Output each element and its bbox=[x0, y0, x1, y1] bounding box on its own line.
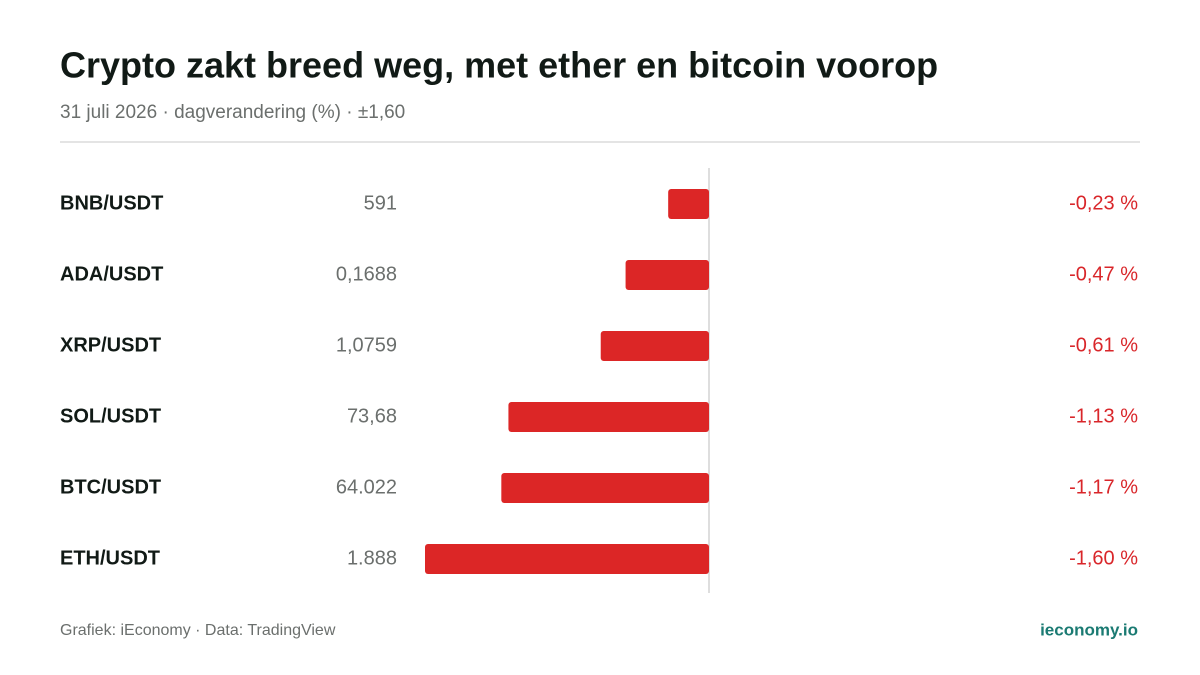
chart-title: Crypto zakt breed weg, met ether en bitc… bbox=[60, 45, 938, 86]
bar bbox=[600, 331, 709, 361]
price-label: 64.022 bbox=[336, 476, 397, 498]
value-label: -1,13 % bbox=[1069, 405, 1138, 427]
category-label: ADA/USDT bbox=[60, 263, 163, 285]
bar bbox=[625, 260, 709, 290]
bar bbox=[668, 189, 709, 219]
brand: ieconomy.io bbox=[1040, 620, 1138, 639]
price-label: 591 bbox=[364, 192, 397, 214]
category-label: BNB/USDT bbox=[60, 192, 163, 214]
price-label: 1,0759 bbox=[336, 334, 397, 356]
source-note: Grafiek: iEconomy · Data: TradingView bbox=[60, 622, 336, 639]
value-label: -1,60 % bbox=[1069, 547, 1138, 569]
category-label: XRP/USDT bbox=[60, 334, 161, 356]
category-label: SOL/USDT bbox=[60, 405, 161, 427]
bar bbox=[501, 473, 709, 503]
bar bbox=[425, 544, 709, 574]
category-label: ETH/USDT bbox=[60, 547, 160, 569]
chart-subtitle: 31 juli 2026 · dagverandering (%) · ±1,6… bbox=[60, 102, 405, 123]
value-label: -1,17 % bbox=[1069, 476, 1138, 498]
price-label: 1.888 bbox=[347, 547, 397, 569]
price-label: 0,1688 bbox=[336, 263, 397, 285]
value-label: -0,61 % bbox=[1069, 334, 1138, 356]
category-label: BTC/USDT bbox=[60, 476, 161, 498]
value-label: -0,23 % bbox=[1069, 192, 1138, 214]
value-label: -0,47 % bbox=[1069, 263, 1138, 285]
bar bbox=[508, 402, 709, 432]
price-label: 73,68 bbox=[347, 405, 397, 427]
